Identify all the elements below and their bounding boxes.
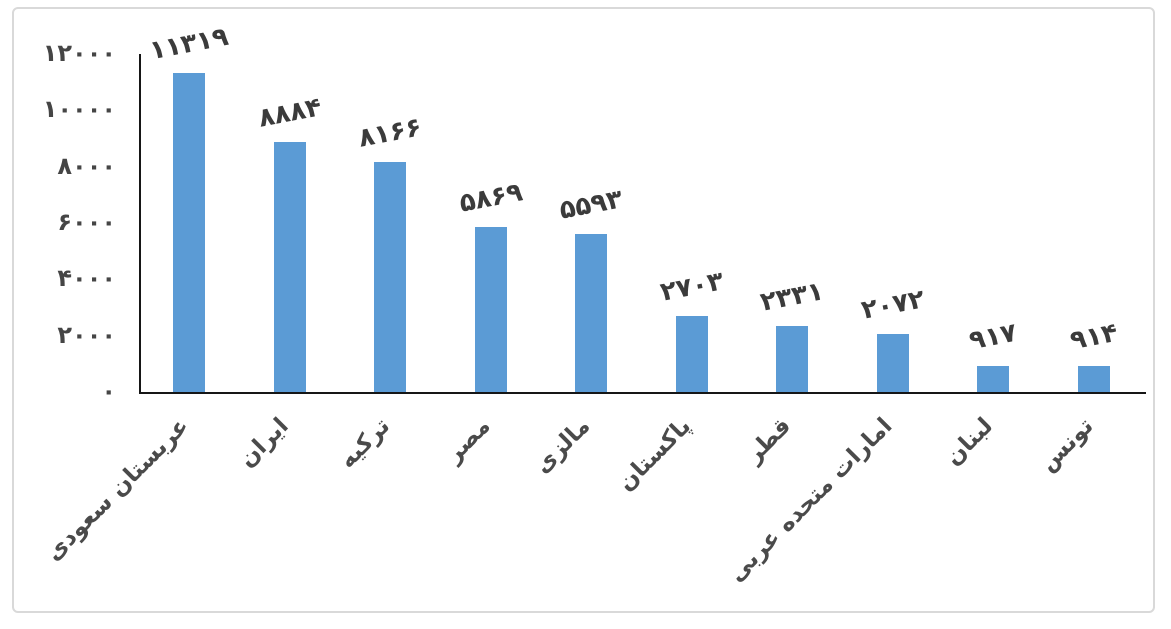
y-tick-label: ۸۰۰۰	[57, 151, 116, 180]
bar	[374, 161, 407, 392]
x-category-label: امارات متحده عربی	[723, 413, 898, 587]
y-tick-label: ۱۰۰۰۰	[42, 95, 116, 124]
bar	[675, 315, 708, 392]
x-category-label: ترکیه	[334, 413, 395, 474]
x-category-label: مالزی	[529, 413, 596, 479]
bar	[977, 366, 1010, 392]
x-axis-line	[139, 392, 1146, 394]
x-category-label: قطر	[741, 413, 797, 468]
x-category-label: لبنان	[939, 413, 998, 471]
y-tick-label: ۴۰۰۰	[57, 264, 116, 293]
bar-value-label: ۱۱۳۱۹	[147, 21, 232, 67]
y-tick-label: ۲۰۰۰	[57, 320, 116, 349]
x-category-label: ایران	[234, 413, 295, 473]
x-category-label: مصر	[440, 413, 496, 468]
y-axis-line	[139, 54, 141, 394]
y-tick-label: ۰	[101, 377, 116, 405]
bar	[876, 333, 909, 392]
y-tick-label: ۶۰۰۰	[57, 208, 116, 236]
bar	[1077, 366, 1110, 392]
x-category-label: پاکستان	[612, 413, 697, 497]
chart-frame: ۰ ۲۰۰۰ ۴۰۰۰ ۶۰۰۰ ۸۰۰۰ ۱۰۰۰۰ ۱۲۰۰۰ ۱۱۳۱۹ ۸۸۸۴ ۸۱۶…	[12, 7, 1155, 613]
y-tick-label: ۱۲۰۰۰	[42, 39, 116, 67]
bar	[173, 73, 206, 392]
bar	[474, 226, 507, 392]
x-category-label: تونس	[1034, 413, 1099, 477]
bar	[776, 326, 809, 392]
bar	[575, 234, 608, 392]
x-category-label: عربستان سعودی	[40, 413, 194, 567]
bar	[273, 141, 306, 392]
